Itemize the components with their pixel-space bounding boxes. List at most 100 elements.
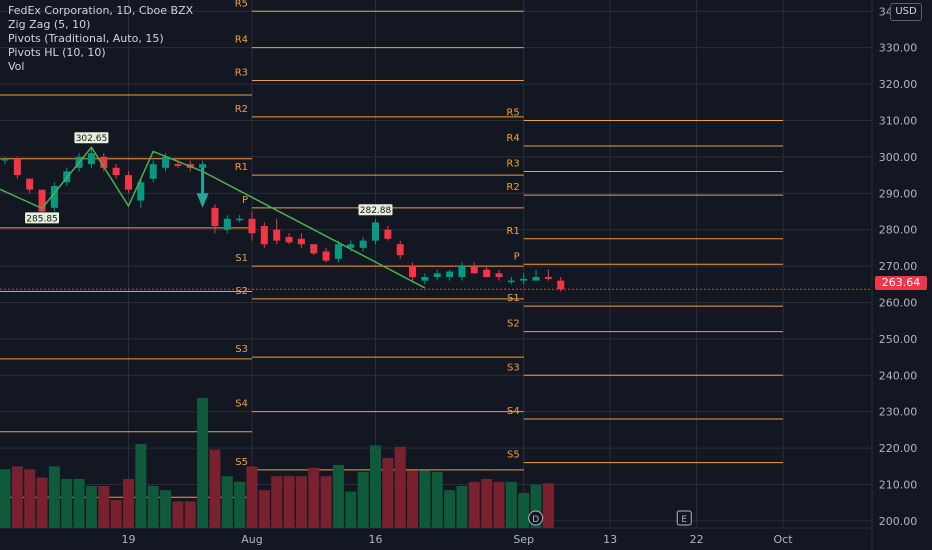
volume-bar — [98, 486, 110, 528]
pivot-label: R5 — [506, 107, 519, 118]
pivot-label: R4 — [506, 133, 519, 144]
candle-body — [483, 269, 491, 277]
volume-bar — [184, 501, 196, 528]
last-price-tag: 263.64 — [875, 276, 927, 290]
pivot-label: S1 — [235, 253, 248, 264]
volume-bar — [505, 481, 517, 528]
candle-body — [285, 236, 293, 243]
candle-body — [100, 156, 108, 168]
pivot-label: S4 — [507, 406, 520, 417]
volume-bar — [283, 476, 295, 528]
candle-body — [372, 222, 379, 241]
pivot-label: R1 — [235, 162, 248, 173]
volume-bar — [73, 479, 85, 528]
candle-body — [137, 182, 145, 201]
volume-bar — [456, 486, 468, 528]
candle-body — [87, 153, 95, 165]
dividend-marker — [528, 510, 544, 526]
volume-bar — [61, 479, 73, 528]
candle-body — [260, 226, 268, 245]
volume-bar — [0, 469, 11, 528]
legend-pivots[interactable]: Pivots (Traditional, Auto, 15) — [8, 32, 164, 45]
candle-body — [125, 175, 132, 190]
x-tick-label: Oct — [774, 533, 794, 546]
candle-body — [421, 277, 429, 281]
volume-bar — [444, 490, 456, 528]
y-tick-label: 300.00 — [879, 151, 918, 164]
candle-body — [211, 207, 219, 227]
candle-body — [248, 218, 256, 234]
candle-body — [174, 164, 182, 166]
candle-body — [470, 266, 478, 274]
trend-arrow-head — [196, 193, 209, 208]
indicator-legend: FedEx Corporation, 1D, Cboe BZX Zig Zag … — [8, 4, 193, 74]
y-tick-label: 330.00 — [879, 42, 918, 55]
candle-body — [50, 186, 58, 208]
y-tick-label: 290.00 — [879, 187, 918, 200]
volume-bar — [481, 479, 493, 528]
pivot-label: R1 — [506, 226, 519, 237]
y-tick-label: 280.00 — [879, 224, 918, 237]
volume-bar — [357, 472, 369, 528]
zigzag-label: 285.85 — [26, 214, 58, 224]
currency-button[interactable]: USD — [890, 3, 922, 21]
y-tick-label: 260.00 — [879, 296, 918, 309]
volume-bar — [221, 476, 233, 528]
legend-vol[interactable]: Vol — [8, 60, 25, 73]
candle-body — [38, 189, 46, 212]
pivot-label: S2 — [235, 286, 248, 297]
candle-body — [322, 251, 330, 261]
volume-bar — [24, 469, 36, 528]
zigzag-label: 282.88 — [360, 206, 392, 216]
candle-body — [384, 229, 392, 239]
pivot-label: R2 — [235, 104, 248, 115]
candle-body — [297, 238, 305, 245]
volume-bar — [110, 500, 122, 528]
candle-body — [532, 277, 540, 281]
volume-bar — [394, 446, 406, 528]
candle-body — [199, 164, 207, 168]
zigzag-label: 302.65 — [76, 134, 108, 144]
candle-body — [162, 156, 170, 168]
volume-bar — [135, 444, 147, 528]
volume-bar — [258, 490, 270, 528]
zigzag-label-box — [74, 132, 109, 144]
volume-bar — [48, 466, 60, 528]
y-tick-label: 200.00 — [879, 515, 918, 528]
pivot-label: R3 — [506, 158, 519, 169]
volume-bar — [530, 484, 542, 528]
candle-body — [236, 218, 244, 221]
candle-body — [458, 266, 466, 277]
legend-zigzag[interactable]: Zig Zag (5, 10) — [8, 18, 91, 31]
x-tick-label: 13 — [603, 533, 617, 546]
candle-body — [223, 218, 231, 230]
volume-bar — [493, 481, 505, 528]
pivot-label: P — [514, 251, 520, 262]
pivot-label: P — [242, 195, 248, 206]
volume-bar — [209, 449, 221, 528]
volume-bar — [468, 481, 480, 528]
volume-bar — [36, 477, 48, 528]
zigzag-label-box — [25, 212, 60, 224]
volume-bar — [419, 470, 431, 528]
legend-pivots-hl[interactable]: Pivots HL (10, 10) — [8, 46, 106, 59]
x-tick-label: Sep — [513, 533, 534, 546]
pivot-label: S3 — [235, 344, 248, 355]
volume-bar — [85, 486, 97, 528]
candle-body — [149, 164, 157, 179]
volume-bar — [147, 486, 159, 528]
volume-bar — [407, 470, 419, 528]
x-tick-label: 19 — [122, 533, 136, 546]
candle-body — [433, 273, 441, 277]
legend-symbol[interactable]: FedEx Corporation, 1D, Cboe BZX — [8, 4, 194, 17]
candle-body — [273, 229, 281, 241]
candle-body — [507, 280, 515, 283]
pivot-label: R3 — [235, 67, 248, 78]
volume-bar — [308, 467, 320, 528]
y-tick-label: 320.00 — [879, 78, 918, 91]
x-tick-label: 16 — [369, 533, 383, 546]
volume-bar — [518, 493, 530, 528]
volume-bar — [123, 479, 134, 528]
candle-body — [409, 266, 417, 277]
